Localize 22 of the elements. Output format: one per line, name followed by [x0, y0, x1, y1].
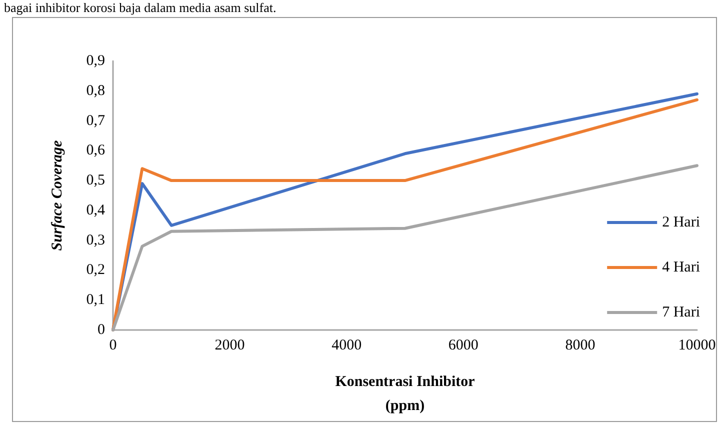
- y-tick-label: 0,4: [86, 202, 106, 218]
- y-tick-label: 0: [98, 322, 105, 338]
- x-tick-label: 0: [109, 338, 117, 354]
- y-tick-label: 0,9: [86, 53, 105, 69]
- y-tick-label: 0,2: [86, 262, 105, 278]
- x-tick-label: 4000: [332, 338, 362, 354]
- y-tick-label: 0,8: [86, 82, 105, 99]
- legend-label: 7 Hari: [662, 304, 700, 320]
- x-tick-label: 8000: [565, 338, 596, 354]
- y-tick-label: 0,1: [86, 292, 105, 308]
- y-tick-label: 0,6: [86, 142, 106, 159]
- y-tick-label: 0,5: [86, 172, 105, 189]
- x-tick-label: 2000: [214, 338, 245, 354]
- y-tick-label: 0,7: [86, 112, 106, 129]
- x-tick-label: 10000: [678, 338, 716, 354]
- y-axis-title: Surface Coverage: [50, 140, 66, 251]
- legend-label: 4 Hari: [662, 260, 700, 276]
- x-axis-title: Konsentrasi Inhibitor (ppm): [335, 374, 476, 414]
- y-tick-label: 0,3: [86, 232, 105, 248]
- x-tick-label: 6000: [448, 338, 478, 354]
- text: bagai inhibitor korosi baja dalam media asam sulfat.: [4, 0, 276, 16]
- legend-label: 2 Hari: [662, 214, 700, 230]
